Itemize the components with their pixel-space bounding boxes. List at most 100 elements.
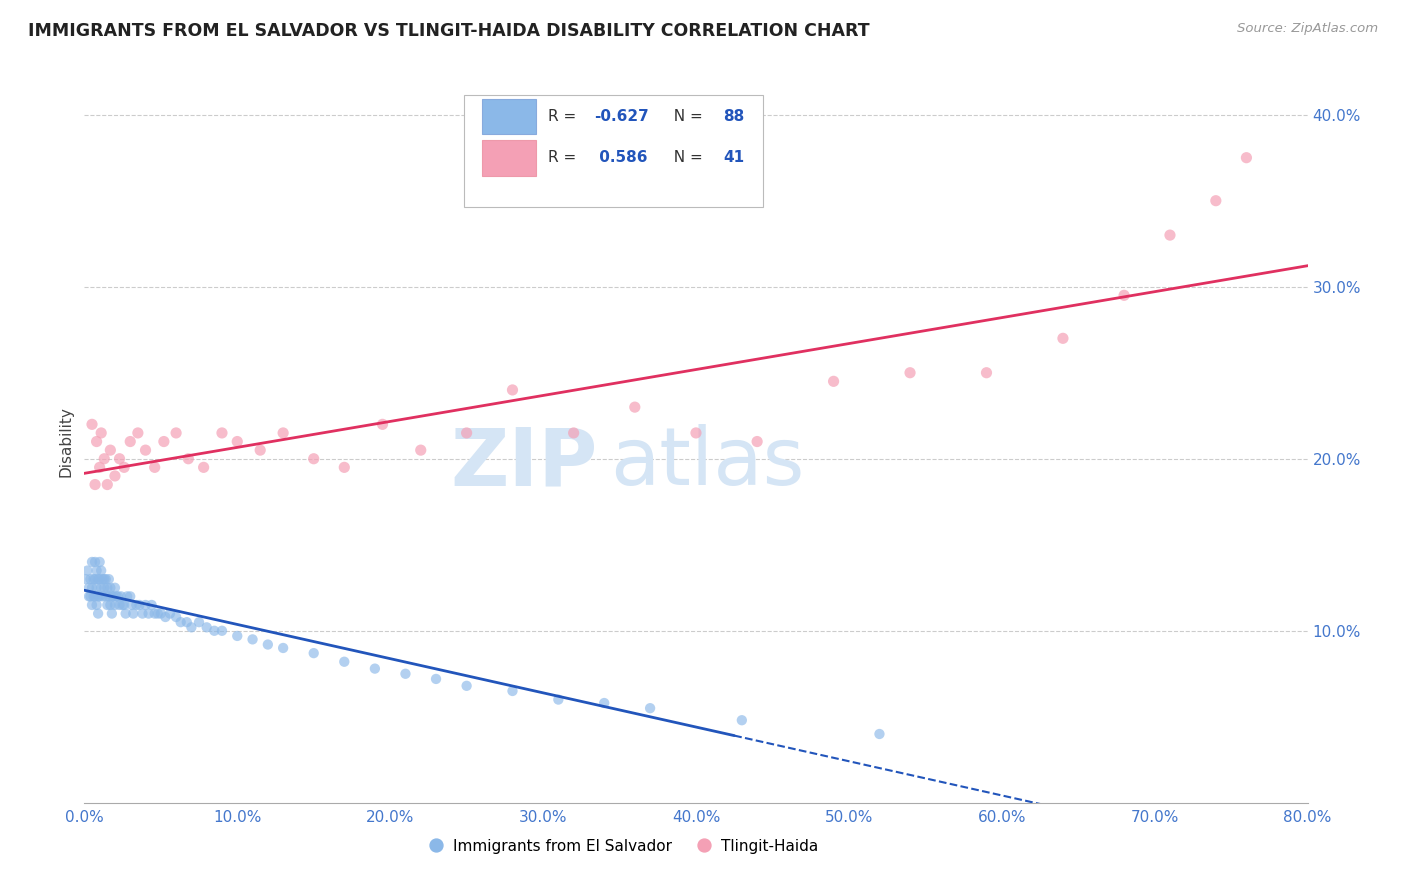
Point — [502, 383, 524, 397]
Point — [128, 598, 150, 612]
Text: IMMIGRANTS FROM EL SALVADOR VS TLINGIT-HAIDA DISABILITY CORRELATION CHART: IMMIGRANTS FROM EL SALVADOR VS TLINGIT-H… — [28, 22, 870, 40]
Point — [731, 713, 754, 727]
Y-axis label: Disability: Disability — [58, 406, 73, 477]
Point — [143, 607, 166, 621]
Point — [90, 425, 112, 440]
Point — [170, 615, 193, 630]
Point — [271, 640, 294, 655]
Point — [120, 590, 142, 604]
Point — [83, 590, 105, 604]
FancyBboxPatch shape — [464, 95, 763, 207]
Point — [104, 581, 127, 595]
Point — [638, 701, 661, 715]
Point — [77, 590, 100, 604]
Point — [456, 679, 478, 693]
Point — [96, 477, 118, 491]
Point — [371, 417, 394, 432]
Point — [141, 598, 163, 612]
Point — [86, 581, 108, 595]
Point — [120, 434, 142, 449]
Point — [135, 443, 157, 458]
Point — [110, 590, 132, 604]
Point — [1159, 228, 1181, 243]
Point — [211, 425, 233, 440]
Point — [108, 451, 131, 466]
Point — [177, 451, 200, 466]
Point — [143, 460, 166, 475]
Point — [104, 469, 127, 483]
Legend: Immigrants from El Salvador, Tlingit-Haida: Immigrants from El Salvador, Tlingit-Hai… — [420, 832, 824, 860]
Point — [131, 607, 153, 621]
Point — [108, 598, 131, 612]
Point — [302, 646, 325, 660]
Point — [112, 598, 135, 612]
Point — [180, 620, 202, 634]
Point — [83, 572, 105, 586]
Point — [135, 598, 157, 612]
Point — [93, 572, 115, 586]
Text: 41: 41 — [723, 151, 744, 165]
Point — [125, 598, 148, 612]
Point — [114, 607, 136, 621]
Point — [456, 425, 478, 440]
Point — [976, 366, 998, 380]
Point — [364, 662, 387, 676]
Text: 0.586: 0.586 — [595, 151, 648, 165]
Point — [84, 555, 107, 569]
Point — [79, 572, 101, 586]
Point — [96, 581, 118, 595]
Text: N =: N = — [664, 109, 707, 124]
Point — [80, 598, 103, 612]
Point — [146, 607, 169, 621]
Point — [84, 477, 107, 491]
Text: N =: N = — [664, 151, 707, 165]
Point — [302, 451, 325, 466]
Point — [242, 632, 264, 647]
Point — [75, 572, 97, 586]
Point — [97, 590, 120, 604]
Point — [165, 610, 187, 624]
Text: 88: 88 — [723, 109, 744, 124]
Point — [685, 425, 707, 440]
Point — [211, 624, 233, 638]
Point — [89, 555, 111, 569]
Point — [823, 375, 845, 389]
Point — [193, 460, 215, 475]
Point — [101, 590, 124, 604]
Point — [747, 434, 769, 449]
Point — [112, 460, 135, 475]
Text: ZIP: ZIP — [451, 425, 598, 502]
Point — [98, 581, 121, 595]
Point — [149, 607, 172, 621]
Point — [103, 590, 125, 604]
Point — [93, 451, 115, 466]
Point — [409, 443, 432, 458]
Point — [188, 615, 211, 630]
Text: Source: ZipAtlas.com: Source: ZipAtlas.com — [1237, 22, 1378, 36]
Point — [111, 598, 134, 612]
Point — [869, 727, 891, 741]
Point — [271, 425, 294, 440]
Point — [97, 572, 120, 586]
Text: R =: R = — [548, 109, 581, 124]
Point — [96, 598, 118, 612]
Point — [165, 425, 187, 440]
Point — [155, 610, 177, 624]
Point — [176, 615, 198, 630]
Point — [624, 400, 647, 414]
Point — [138, 607, 160, 621]
Point — [80, 555, 103, 569]
Point — [127, 425, 149, 440]
Point — [86, 434, 108, 449]
Point — [89, 572, 111, 586]
Text: R =: R = — [548, 151, 581, 165]
Point — [80, 417, 103, 432]
Point — [98, 598, 121, 612]
Point — [94, 572, 117, 586]
Point — [90, 581, 112, 595]
Point — [87, 607, 110, 621]
Point — [94, 590, 117, 604]
Point — [79, 590, 101, 604]
Point — [202, 624, 225, 638]
Point — [93, 581, 115, 595]
